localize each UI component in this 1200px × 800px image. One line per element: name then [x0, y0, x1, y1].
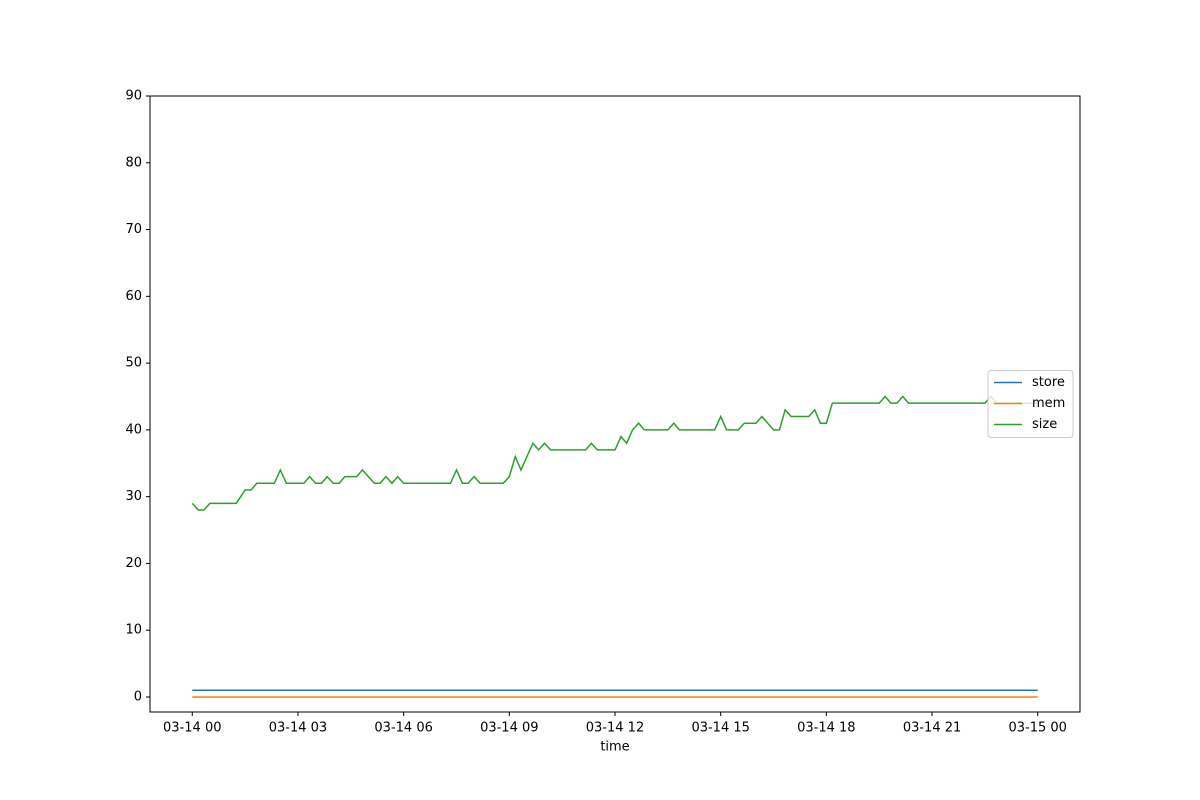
y-tick-label: 0: [134, 689, 142, 704]
y-tick-label: 50: [125, 356, 142, 371]
y-tick-label: 80: [125, 155, 142, 170]
y-tick-label: 30: [125, 489, 142, 504]
y-tick-label: 60: [125, 289, 142, 304]
y-tick-label: 40: [125, 422, 142, 437]
plot-frame: [149, 95, 1081, 713]
x-tick-label: 03-14 21: [903, 721, 961, 736]
y-tick-label: 70: [125, 222, 142, 237]
y-tick-label: 20: [125, 556, 142, 571]
legend-label: mem: [1032, 396, 1065, 411]
legend-label: store: [1032, 375, 1065, 390]
legend-label: size: [1032, 417, 1057, 432]
x-tick-label: 03-14 15: [691, 721, 749, 736]
line-size: [191, 395, 1038, 511]
legend-box: [987, 370, 1074, 438]
x-tick-label: 03-14 18: [797, 721, 855, 736]
x-tick-label: 03-15 00: [1009, 721, 1067, 736]
x-tick-label: 03-14 09: [480, 721, 538, 736]
y-tick-label: 90: [125, 89, 142, 104]
x-axis-label: time: [600, 740, 629, 755]
x-tick-label: 03-14 06: [374, 721, 432, 736]
x-tick-label: 03-14 12: [586, 721, 644, 736]
x-tick-label: 03-14 00: [163, 721, 221, 736]
x-tick-label: 03-14 03: [269, 721, 327, 736]
y-tick-label: 10: [125, 623, 142, 638]
